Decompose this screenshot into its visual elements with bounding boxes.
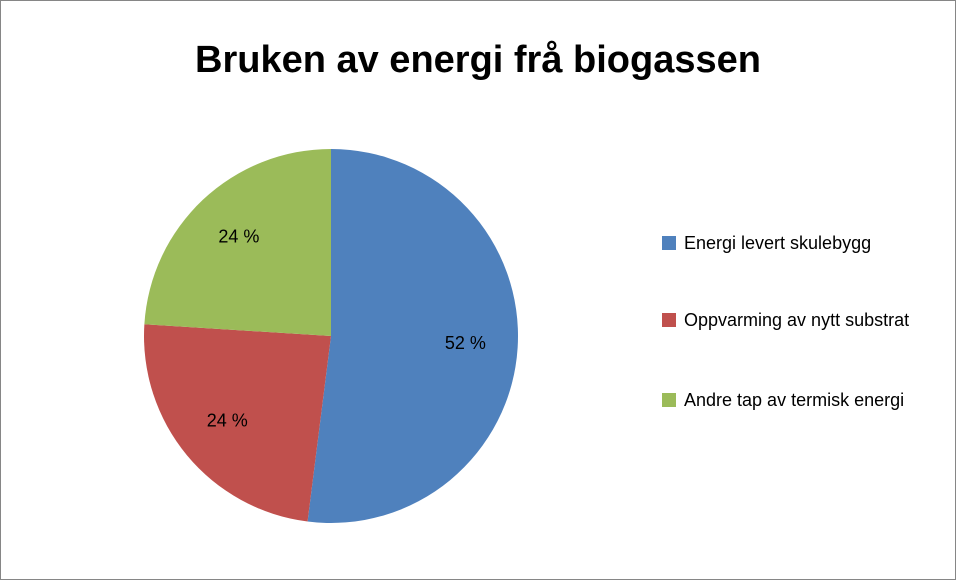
data-label: 52 % (445, 333, 486, 353)
legend-swatch (662, 313, 676, 327)
legend-label: Oppvarming av nytt substrat (684, 310, 910, 330)
legend-swatch (662, 393, 676, 407)
chart-title: Bruken av energi frå biogassen (195, 39, 761, 81)
data-label: 24 % (218, 227, 259, 247)
pie-slice (307, 149, 518, 523)
pie-slice (144, 149, 331, 336)
data-label: 24 % (207, 411, 248, 431)
pie-slice (143, 324, 331, 522)
legend-label: Energi levert skulebygg (684, 233, 872, 253)
legend-item: Andre tap av termisk energi (662, 384, 919, 416)
legend-label: Andre tap av termisk energi (684, 390, 905, 410)
legend-item: Oppvarming av nytt substrat (662, 304, 919, 336)
legend-item: Energi levert skulebygg (662, 227, 919, 259)
legend-swatch (662, 236, 676, 250)
